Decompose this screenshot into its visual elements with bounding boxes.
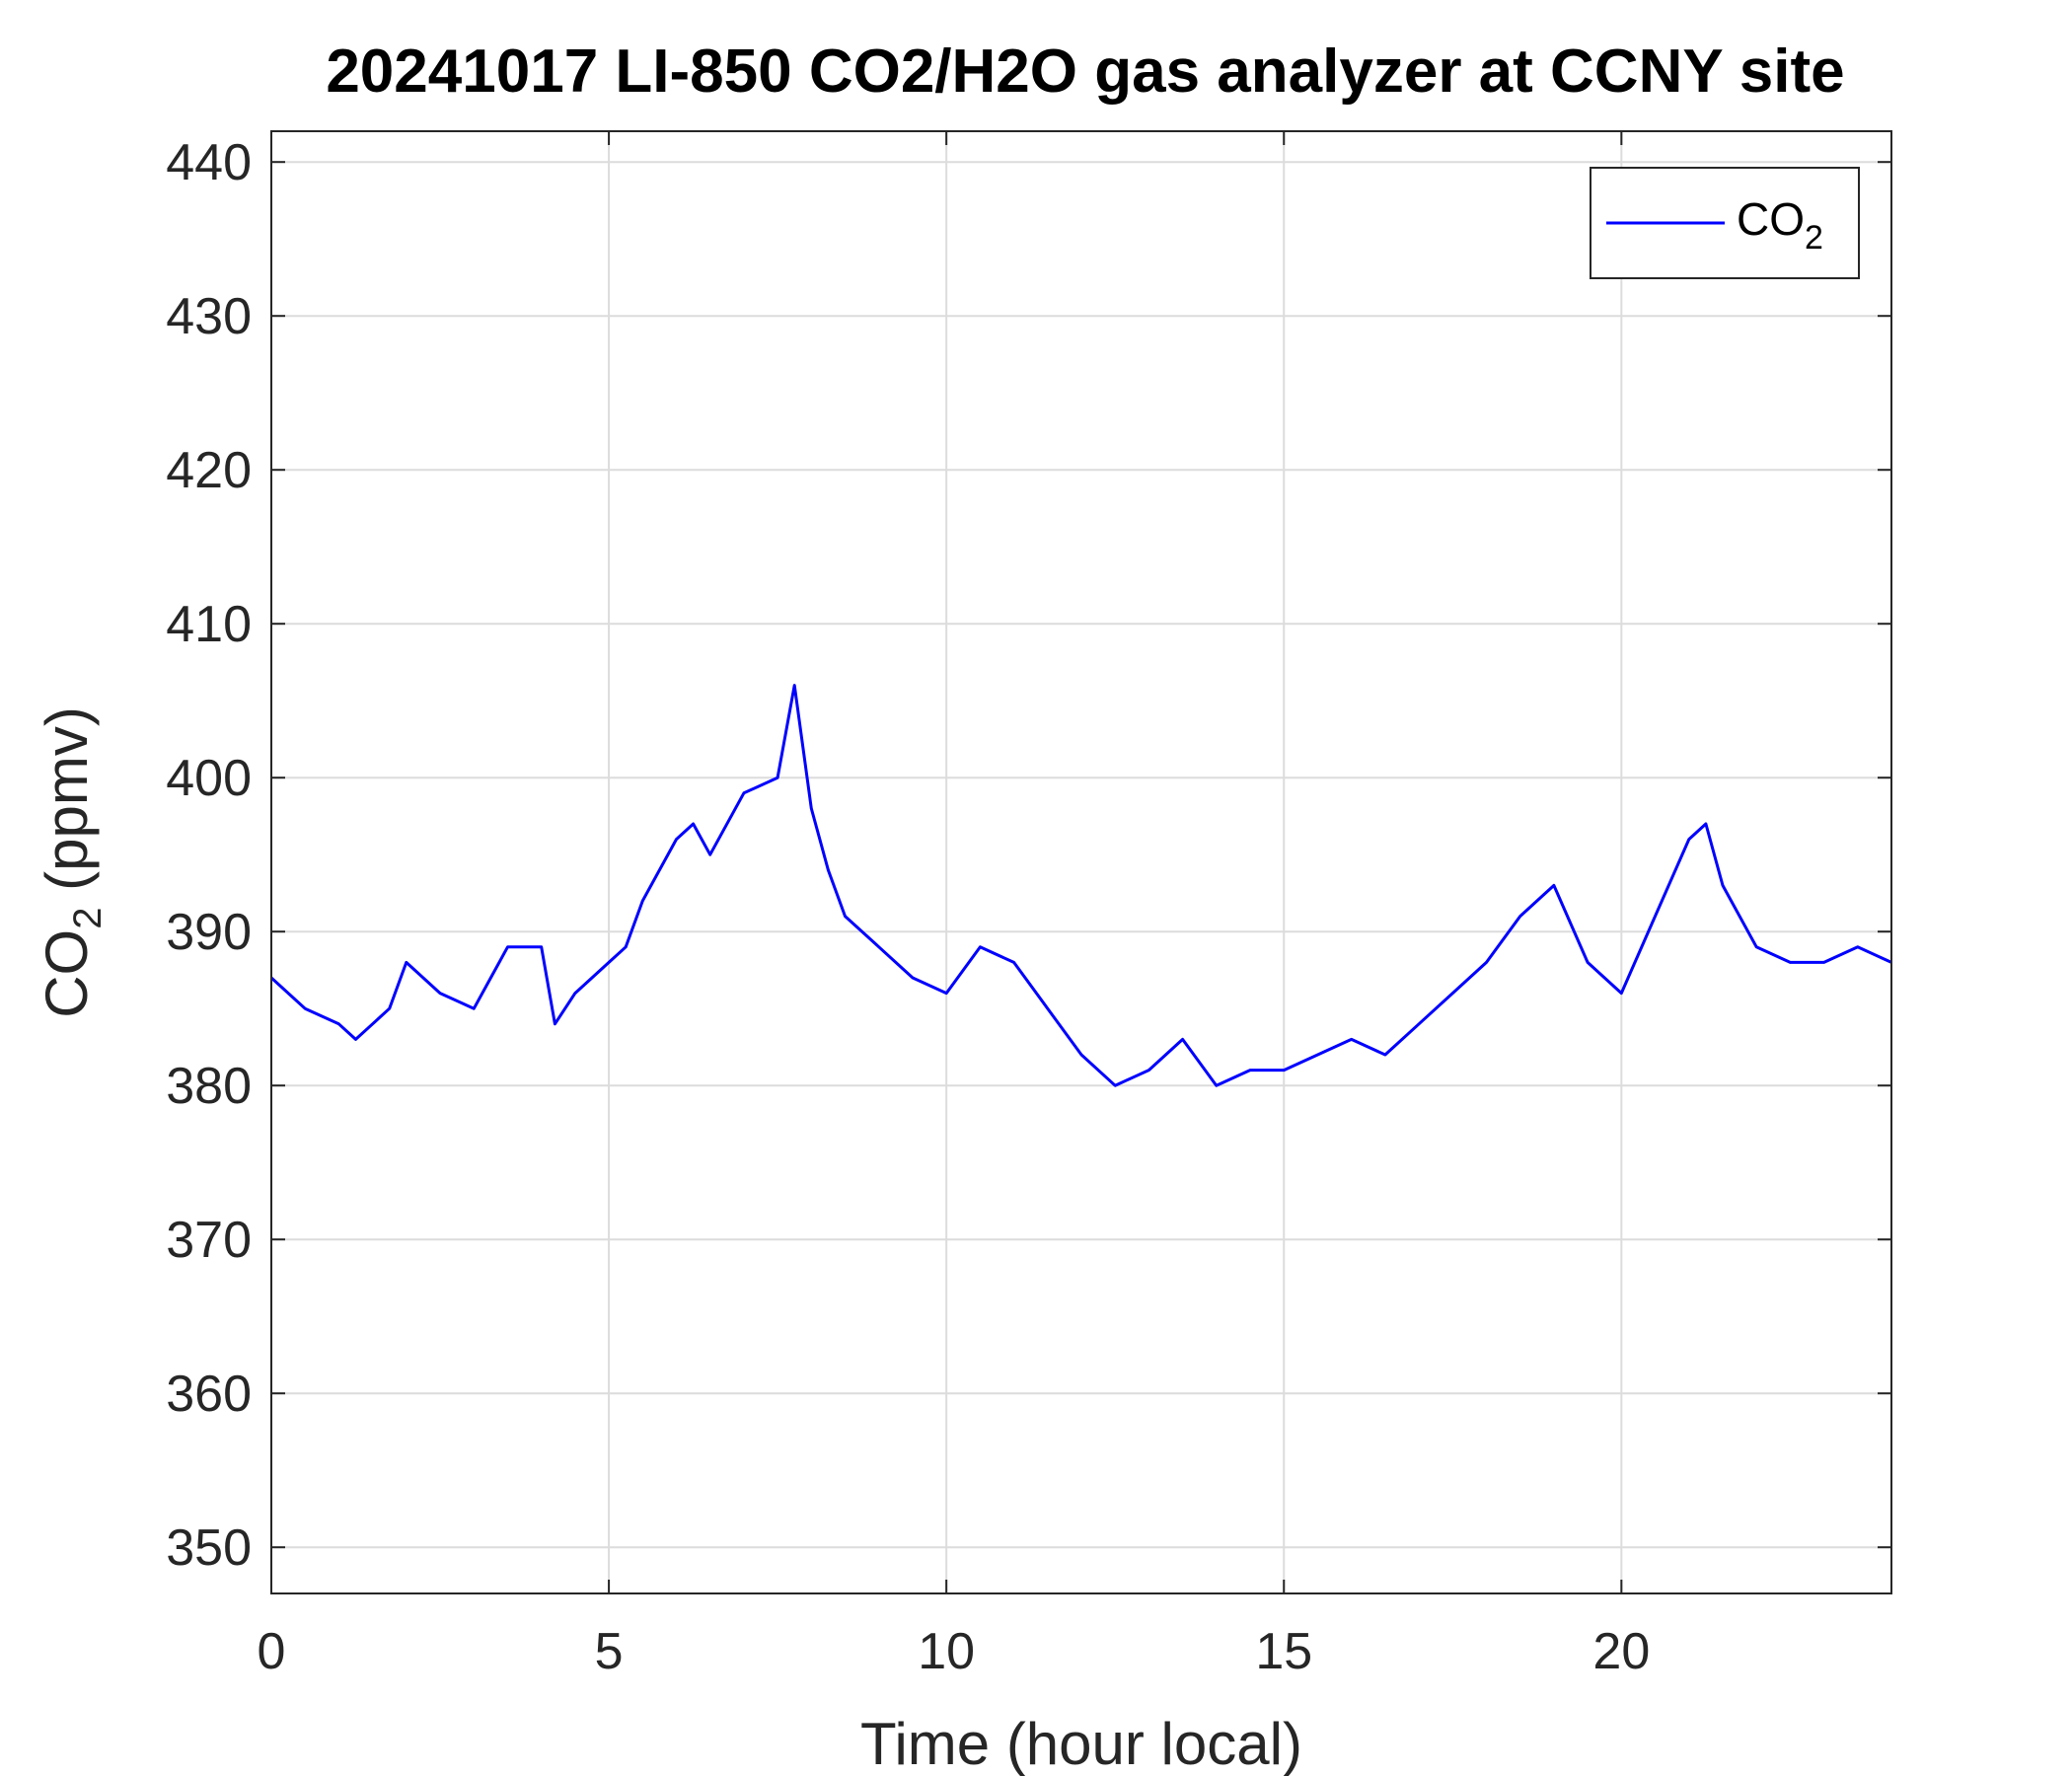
grid-lines [270,131,1891,1593]
y-axis-label-subscript: 2 [66,908,110,929]
y-tick-label-2: 370 [166,1212,252,1269]
legend-label-co2: CO2 [1737,193,1823,257]
y-tick-label-5: 400 [166,750,252,807]
y-tick-label-0: 350 [166,1519,252,1577]
x-tick-label-2: 10 [918,1623,975,1680]
y-tick-label-6: 410 [166,596,252,653]
x-tick-label-0: 0 [258,1623,286,1680]
x-tick-label-1: 5 [595,1623,624,1680]
y-axis-label: CO2 (ppmv) [34,706,110,1018]
axes-box [270,130,1892,1594]
y-tick-label-8: 430 [166,288,252,345]
x-tick-label-4: 20 [1592,1623,1650,1680]
y-tick-label-3: 380 [166,1058,252,1115]
plot-data [269,684,1892,1087]
y-tick-label-1: 360 [166,1366,252,1423]
y-tick-label-9: 440 [166,134,252,191]
y-tick-label-4: 390 [166,904,252,961]
legend-label-subscript: 2 [1805,219,1823,257]
legend-label-main: CO [1737,193,1805,245]
x-tick-label-3: 15 [1255,1623,1312,1680]
y-tick-label-7: 420 [166,442,252,499]
y-axis-label-units: (ppmv) [34,706,100,907]
plot-area [271,131,1891,1593]
series-line-co2 [269,684,1892,1087]
chart-title: 20241017 LI-850 CO2/H2O gas analyzer at … [326,37,1844,106]
y-axis-label-main: CO [34,929,100,1018]
axis-ticks: 0 5 10 15 20 350 360 370 380 390 400 410 420 430 440 [166,131,1891,1680]
x-axis-label: Time (hour local) [860,1711,1302,1776]
legend: CO2 [1590,167,1860,279]
